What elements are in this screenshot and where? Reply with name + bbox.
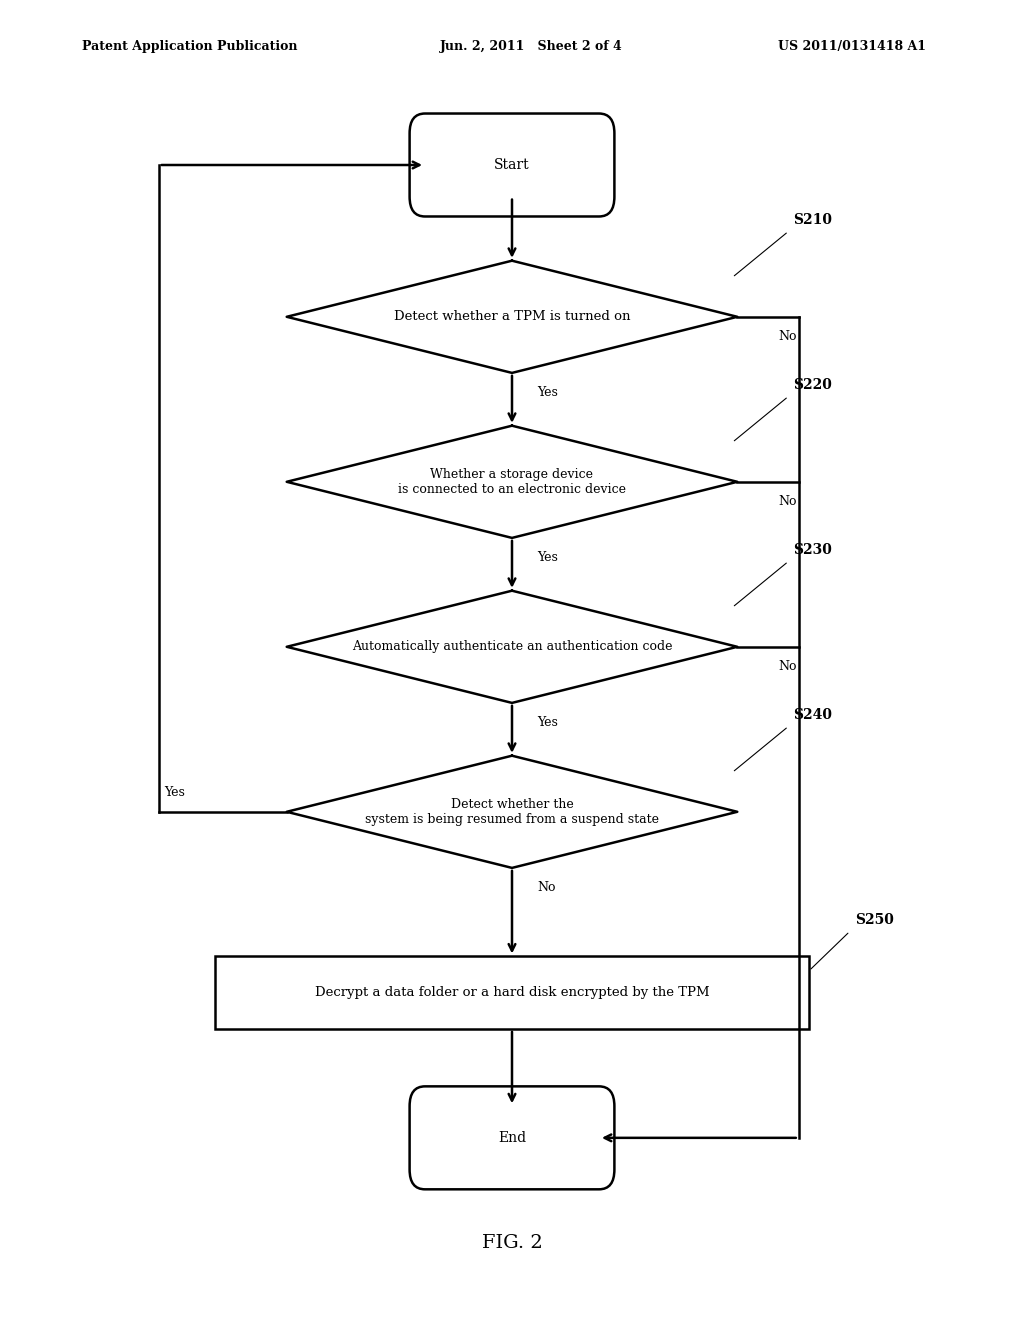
Text: Patent Application Publication: Patent Application Publication [82,40,297,53]
Text: S240: S240 [794,709,833,722]
Text: No: No [778,330,797,343]
Text: S220: S220 [794,379,833,392]
Text: End: End [498,1131,526,1144]
FancyBboxPatch shape [410,114,614,216]
Text: No: No [778,495,797,508]
Text: Start: Start [495,158,529,172]
Text: Yes: Yes [538,715,558,729]
Bar [215,956,809,1030]
FancyBboxPatch shape [410,1086,614,1189]
Text: No: No [778,660,797,673]
Text: Jun. 2, 2011   Sheet 2 of 4: Jun. 2, 2011 Sheet 2 of 4 [440,40,623,53]
Text: S210: S210 [794,214,833,227]
Text: Automatically authenticate an authentication code: Automatically authenticate an authentica… [352,640,672,653]
Text: Yes: Yes [538,552,558,564]
Text: Yes: Yes [164,785,184,799]
Text: Detect whether the
system is being resumed from a suspend state: Detect whether the system is being resum… [365,797,659,826]
Text: Detect whether a TPM is turned on: Detect whether a TPM is turned on [394,310,630,323]
Text: Yes: Yes [538,385,558,399]
Text: Whether a storage device
is connected to an electronic device: Whether a storage device is connected to… [398,467,626,496]
Text: Decrypt a data folder or a hard disk encrypted by the TPM: Decrypt a data folder or a hard disk enc… [314,986,710,999]
Text: FIG. 2: FIG. 2 [481,1234,543,1253]
Text: S250: S250 [855,913,894,927]
Text: No: No [538,882,556,894]
Text: US 2011/0131418 A1: US 2011/0131418 A1 [778,40,927,53]
Text: S230: S230 [794,544,833,557]
